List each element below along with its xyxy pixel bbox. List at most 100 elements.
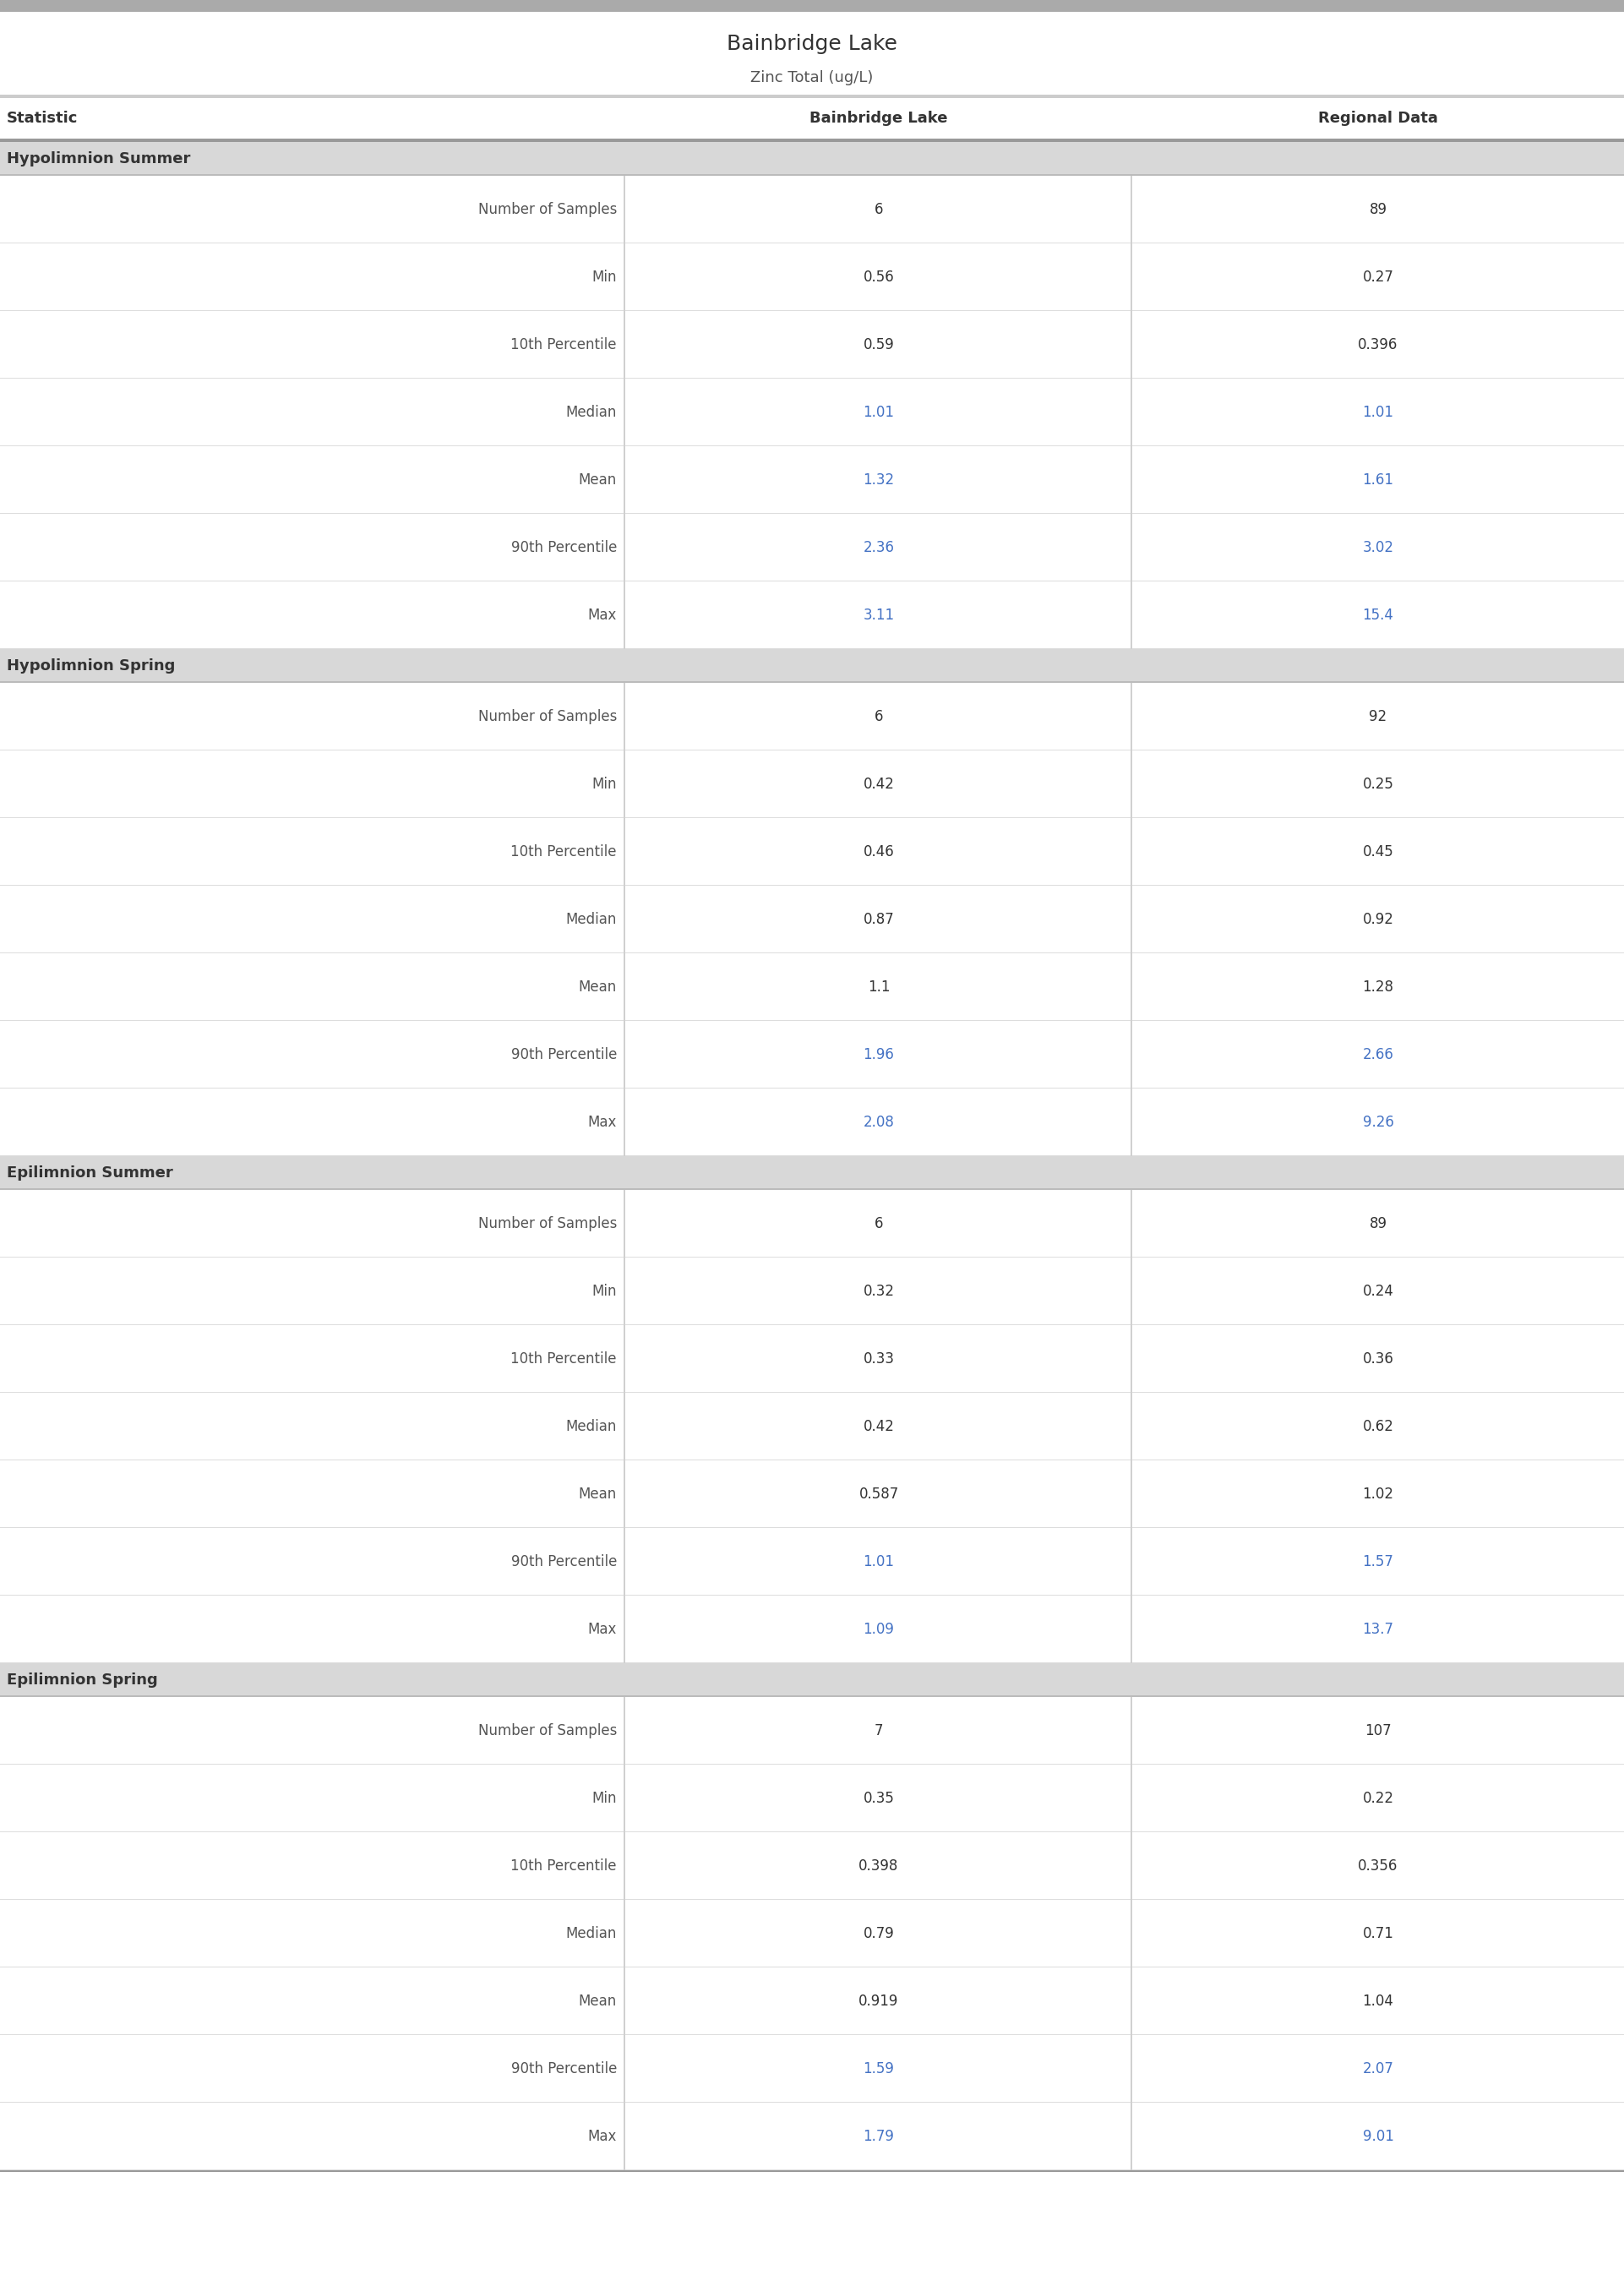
Text: 0.919: 0.919 xyxy=(859,1993,898,2009)
Text: 0.62: 0.62 xyxy=(1363,1419,1393,1435)
Bar xyxy=(1130,1258,1132,1326)
Bar xyxy=(0,1155,1624,1189)
Text: 0.46: 0.46 xyxy=(864,844,895,860)
Bar xyxy=(0,2036,1624,2102)
Bar xyxy=(624,1460,625,1528)
Text: 9.26: 9.26 xyxy=(1363,1115,1393,1130)
Text: 0.24: 0.24 xyxy=(1363,1285,1393,1298)
Text: Number of Samples: Number of Samples xyxy=(477,1723,617,1739)
Text: 1.57: 1.57 xyxy=(1363,1555,1393,1569)
Bar xyxy=(0,175,1624,243)
Text: 0.587: 0.587 xyxy=(859,1487,898,1503)
Text: Max: Max xyxy=(588,1621,617,1637)
Text: 2.08: 2.08 xyxy=(864,1115,895,1130)
Bar xyxy=(624,1258,625,1326)
Text: Median: Median xyxy=(565,1419,617,1435)
Bar xyxy=(624,581,625,649)
Text: Epilimnion Summer: Epilimnion Summer xyxy=(6,1165,174,1180)
Bar xyxy=(1130,311,1132,379)
Text: 0.22: 0.22 xyxy=(1363,1791,1393,1807)
Text: 0.56: 0.56 xyxy=(864,270,895,284)
Bar xyxy=(624,953,625,1022)
Text: 0.33: 0.33 xyxy=(862,1351,895,1367)
Bar xyxy=(0,1596,1624,1664)
Text: 3.11: 3.11 xyxy=(862,608,895,622)
Bar xyxy=(624,1596,625,1664)
Text: 6: 6 xyxy=(874,1217,883,1230)
Text: 0.42: 0.42 xyxy=(864,776,895,792)
Bar xyxy=(624,1528,625,1596)
Bar xyxy=(0,243,1624,311)
Text: 1.01: 1.01 xyxy=(862,404,895,420)
Text: Mean: Mean xyxy=(578,472,617,488)
Bar xyxy=(1130,885,1132,953)
Bar xyxy=(624,243,625,311)
Text: 1.1: 1.1 xyxy=(867,978,890,994)
Bar xyxy=(1130,1698,1132,1764)
Bar xyxy=(624,1022,625,1090)
Text: Epilimnion Spring: Epilimnion Spring xyxy=(6,1673,158,1687)
Bar xyxy=(0,1968,1624,2036)
Bar xyxy=(1130,1394,1132,1460)
Bar xyxy=(1130,1596,1132,1664)
Bar xyxy=(1130,513,1132,581)
Text: 10th Percentile: 10th Percentile xyxy=(512,844,617,860)
Bar xyxy=(0,1090,1624,1155)
Bar xyxy=(1130,1189,1132,1258)
Text: 0.45: 0.45 xyxy=(1363,844,1393,860)
Bar xyxy=(1130,2036,1132,2102)
Text: 0.32: 0.32 xyxy=(862,1285,895,1298)
Text: Hypolimnion Summer: Hypolimnion Summer xyxy=(6,152,190,166)
Bar xyxy=(1130,175,1132,243)
Text: Median: Median xyxy=(565,913,617,926)
Bar xyxy=(624,1698,625,1764)
Text: Zinc Total (ug/L): Zinc Total (ug/L) xyxy=(750,70,874,86)
Text: 90th Percentile: 90th Percentile xyxy=(512,1555,617,1569)
Bar xyxy=(0,0,1624,11)
Bar xyxy=(0,581,1624,649)
Bar xyxy=(0,817,1624,885)
Text: Regional Data: Regional Data xyxy=(1319,111,1439,125)
Text: Hypolimnion Spring: Hypolimnion Spring xyxy=(6,658,175,674)
Bar xyxy=(0,2102,1624,2170)
Text: Min: Min xyxy=(591,1285,617,1298)
Text: 1.79: 1.79 xyxy=(864,2129,895,2145)
Bar xyxy=(0,1528,1624,1596)
Bar xyxy=(624,1090,625,1155)
Bar xyxy=(1130,1968,1132,2036)
Bar xyxy=(1130,2102,1132,2170)
Bar xyxy=(1130,751,1132,817)
Text: 0.79: 0.79 xyxy=(864,1925,895,1941)
Bar xyxy=(0,1460,1624,1528)
Bar xyxy=(1130,817,1132,885)
Text: Min: Min xyxy=(591,1791,617,1807)
Bar xyxy=(624,683,625,751)
Text: 0.396: 0.396 xyxy=(1358,338,1398,352)
Bar xyxy=(0,1326,1624,1394)
Bar xyxy=(0,953,1624,1022)
Text: 1.09: 1.09 xyxy=(864,1621,895,1637)
Text: Bainbridge Lake: Bainbridge Lake xyxy=(810,111,948,125)
Text: 2.36: 2.36 xyxy=(862,540,895,556)
Bar xyxy=(624,447,625,513)
Bar xyxy=(0,1189,1624,1258)
Bar xyxy=(0,98,1624,138)
Text: 3.02: 3.02 xyxy=(1363,540,1393,556)
Text: Max: Max xyxy=(588,1115,617,1130)
Text: 1.02: 1.02 xyxy=(1363,1487,1393,1503)
Text: 0.87: 0.87 xyxy=(864,913,895,926)
Text: Mean: Mean xyxy=(578,1487,617,1503)
Bar xyxy=(0,1900,1624,1968)
Text: 0.42: 0.42 xyxy=(864,1419,895,1435)
Bar xyxy=(624,1764,625,1832)
Text: Statistic: Statistic xyxy=(6,111,78,125)
Text: Max: Max xyxy=(588,608,617,622)
Text: 13.7: 13.7 xyxy=(1363,1621,1393,1637)
Text: 90th Percentile: 90th Percentile xyxy=(512,540,617,556)
Text: Min: Min xyxy=(591,776,617,792)
Text: 107: 107 xyxy=(1364,1723,1392,1739)
Text: 92: 92 xyxy=(1369,708,1387,724)
Text: 1.32: 1.32 xyxy=(862,472,895,488)
Bar xyxy=(624,1189,625,1258)
Text: 0.27: 0.27 xyxy=(1363,270,1393,284)
